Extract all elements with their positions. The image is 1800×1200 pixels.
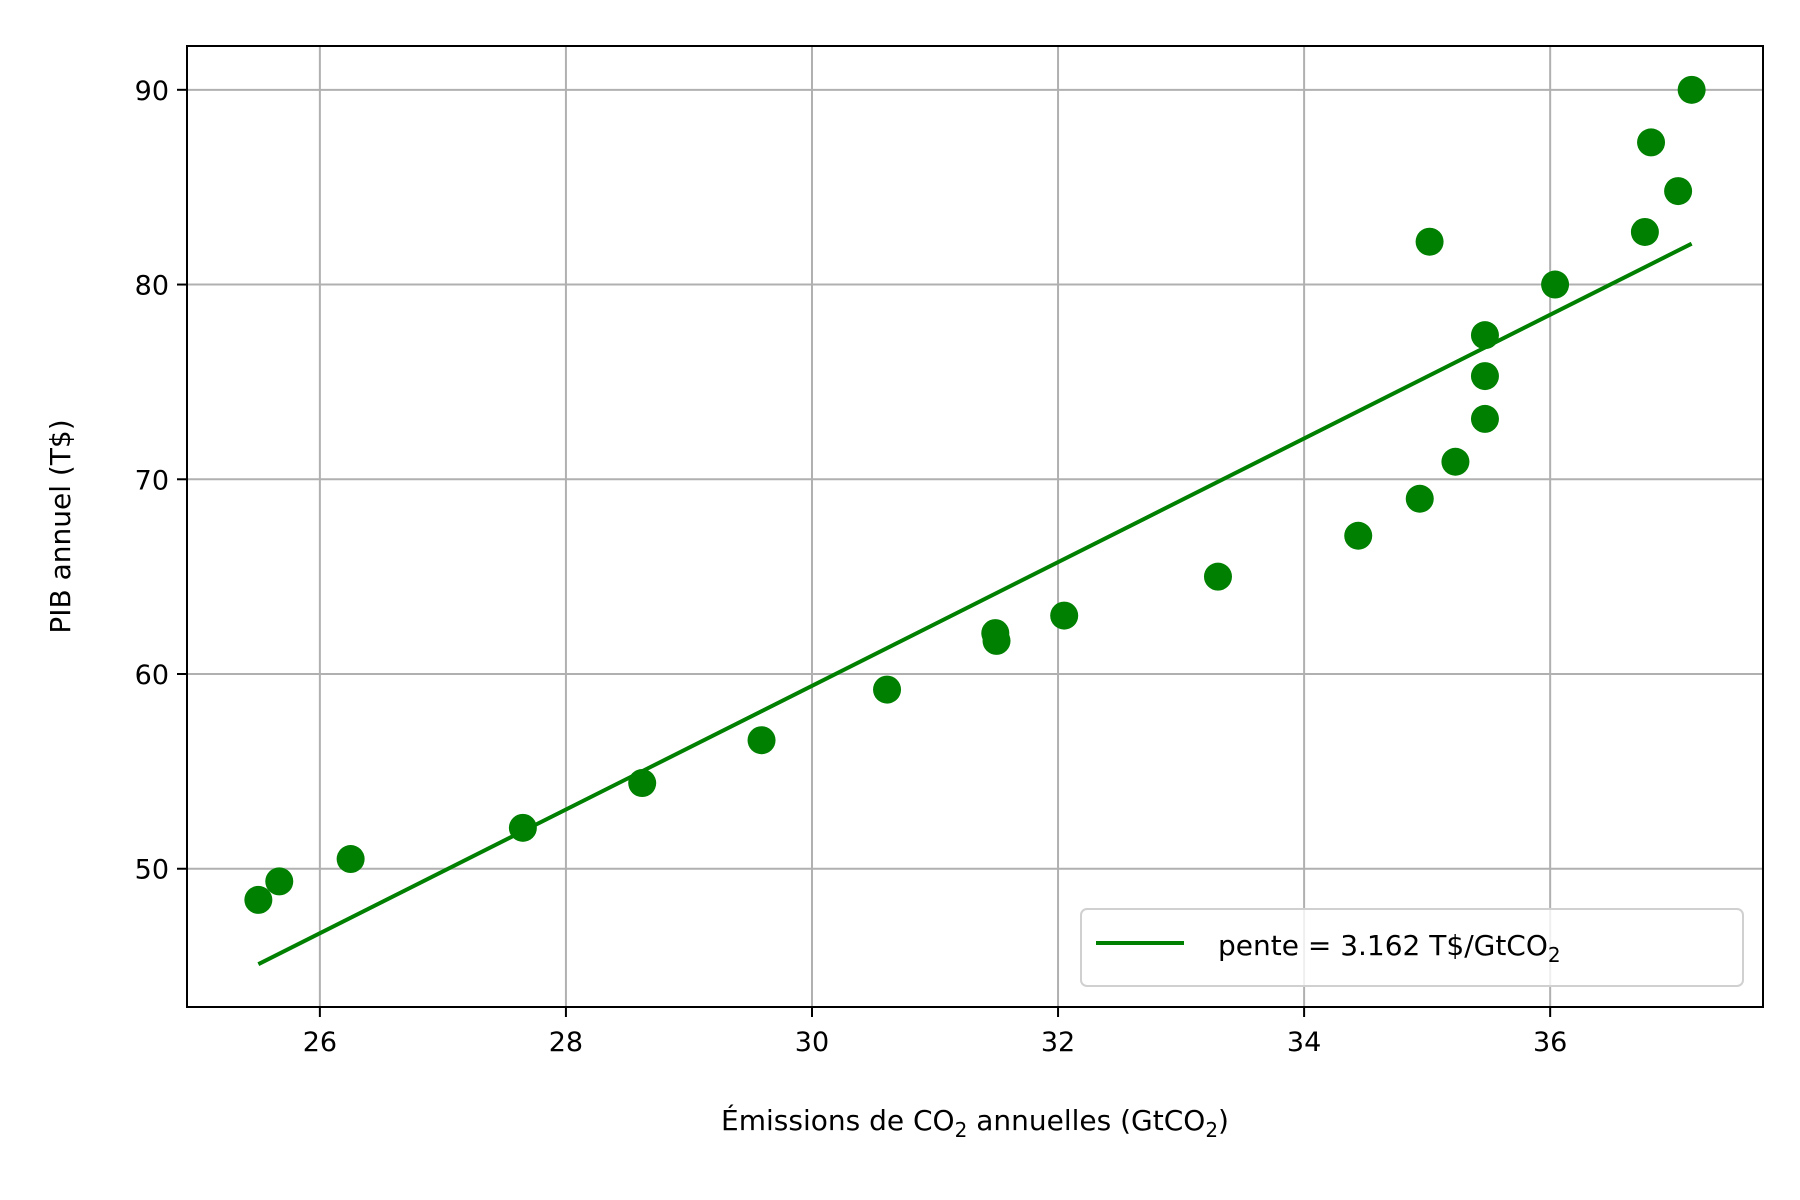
data-point	[1441, 447, 1470, 476]
data-point	[508, 813, 537, 842]
y-axis-label: PIB annuel (T$)	[44, 419, 77, 633]
plot-frame	[186, 45, 1764, 1008]
y-tick-label: 70	[135, 465, 169, 496]
data-point	[1470, 321, 1499, 350]
data-points	[244, 75, 1706, 914]
data-point	[1677, 75, 1706, 104]
data-point	[982, 626, 1011, 655]
x-tick-label: 30	[795, 1027, 829, 1058]
fit-line	[257, 241, 1693, 966]
y-tick-label: 80	[135, 271, 169, 302]
x-tick-label: 34	[1287, 1027, 1321, 1058]
grid-lines	[187, 46, 1763, 1007]
y-tick-label: 50	[135, 855, 169, 886]
data-point	[1415, 227, 1444, 256]
legend-box	[1080, 908, 1744, 987]
data-point	[1470, 404, 1499, 433]
data-point	[628, 769, 657, 798]
x-tick-label: 36	[1533, 1027, 1567, 1058]
legend-label: pente = 3.162 T$/GtCO2	[1218, 929, 1561, 967]
data-point	[1630, 217, 1659, 246]
regression-line	[257, 241, 1693, 966]
data-point	[244, 885, 273, 914]
y-axis-ticks: 50 60 70 80 90	[135, 76, 187, 886]
data-point	[1664, 177, 1693, 206]
data-point	[1203, 562, 1232, 591]
x-tick-label: 28	[549, 1027, 583, 1058]
legend: pente = 3.162 T$/GtCO2	[1080, 908, 1744, 987]
y-tick-label: 90	[135, 76, 169, 107]
data-point	[747, 726, 776, 755]
x-axis-ticks: 26 28 30 32 34 36	[303, 1007, 1567, 1058]
data-point	[1344, 521, 1373, 550]
y-tick-label: 60	[135, 660, 169, 691]
data-point	[1470, 362, 1499, 391]
data-point	[336, 845, 365, 874]
x-tick-label: 32	[1041, 1027, 1075, 1058]
x-tick-label: 26	[303, 1027, 337, 1058]
data-point	[873, 675, 902, 704]
data-point	[265, 867, 294, 896]
data-point	[1050, 601, 1079, 630]
x-axis-label: Émissions de CO2 annuelles (GtCO2)	[721, 1103, 1229, 1142]
data-point	[1637, 128, 1666, 157]
data-point	[1405, 484, 1434, 513]
data-point	[1541, 270, 1570, 299]
